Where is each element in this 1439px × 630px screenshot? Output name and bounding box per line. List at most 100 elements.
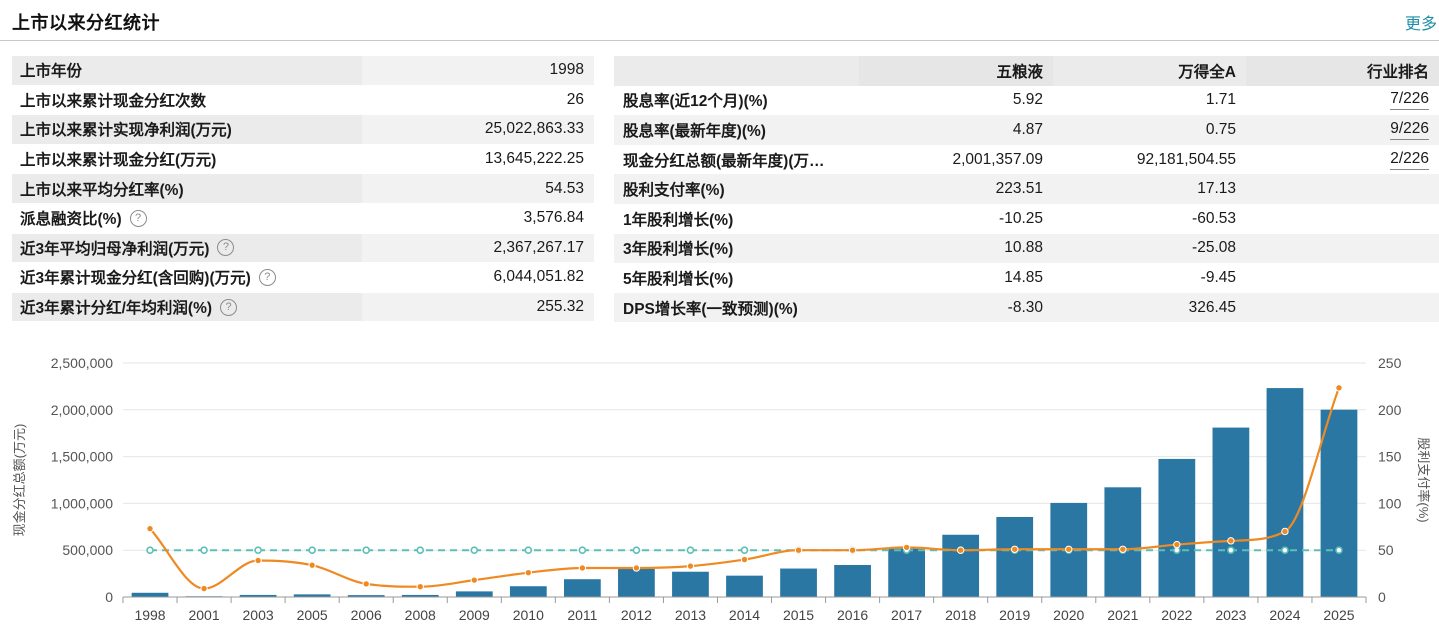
y-tick-label: 500,000 — [62, 542, 113, 558]
metric-value: -60.53 — [1192, 209, 1236, 227]
summary-label-text: 近3年累计现金分红(含回购)(万元) — [20, 270, 251, 288]
metric-label: 3年股利增长(%) — [623, 241, 734, 259]
y-tick-label: 0 — [105, 589, 113, 605]
industry-rank-cell — [1246, 293, 1439, 323]
x-tick-label: 2022 — [1161, 607, 1192, 623]
dividend-comparison-table: 五粮液 万得全A 行业排名 股息率(近12个月)(%) 5.92 1.71 7/226 股息率… — [614, 56, 1439, 323]
metric-value: 1.71 — [1205, 91, 1236, 109]
question-circle-icon[interactable]: ? — [220, 298, 238, 316]
section-header: 上市以来分红统计 更多 — [0, 0, 1439, 41]
comparison-row: 5年股利增长(%) 14.85 -9.45 — [614, 263, 1439, 293]
dividend-bar — [1320, 409, 1358, 597]
summary-row-label: 上市年份 — [12, 56, 362, 85]
y2-tick-label: 50 — [1378, 542, 1394, 558]
dividend-bar — [618, 568, 655, 597]
reference-point — [254, 546, 262, 554]
dividend-bar — [1158, 458, 1196, 597]
metric-value: 223.51 — [995, 180, 1043, 198]
x-tick-label: 2010 — [513, 607, 544, 623]
metric-value: 92,181,504.55 — [1136, 150, 1236, 168]
reference-point — [1227, 546, 1235, 554]
metric-label: 股息率(最新年度)(%) — [623, 122, 766, 140]
summary-row-label: 上市以来平均分红率(%) — [12, 174, 362, 203]
payout-ratio-point — [146, 524, 154, 533]
summary-row: 近3年累计现金分红(含回购)(万元)? 6,044,051.82 — [12, 263, 594, 293]
summary-row-value: 13,645,222.25 — [484, 150, 584, 168]
summary-label-text: 上市以来累计实现净利润(万元) — [20, 122, 232, 140]
more-link[interactable]: 更多 — [1404, 16, 1437, 33]
x-tick-label: 2017 — [891, 607, 922, 623]
industry-rank-link[interactable]: 2/226 — [1390, 150, 1429, 170]
industry-rank-link[interactable]: 9/226 — [1390, 120, 1429, 140]
summary-row: 近3年平均归母净利润(万元)? 2,367,267.17 — [12, 233, 594, 264]
comparison-row: DPS增长率(一致预测)(%) -8.30 326.45 — [614, 292, 1439, 323]
y-tick-label: 2,500,000 — [51, 355, 113, 371]
column-header: 行业排名 — [1246, 56, 1439, 86]
summary-label-text: 上市年份 — [20, 63, 83, 81]
payout-ratio-point — [740, 555, 749, 564]
metric-value: -10.25 — [999, 209, 1043, 227]
comparison-row: 股息率(最新年度)(%) 4.87 0.75 9/226 — [614, 115, 1439, 145]
question-circle-icon[interactable]: ? — [258, 268, 276, 286]
metric-value: -25.08 — [1192, 239, 1236, 257]
summary-row-value: 1998 — [549, 61, 584, 79]
metric-value: 5.92 — [1012, 91, 1043, 109]
summary-row: 上市以来累计实现净利润(万元) 25,022,863.33 — [12, 115, 594, 145]
metric-label: 5年股利增长(%) — [623, 270, 734, 288]
dividend-bar — [239, 594, 277, 597]
reference-point — [416, 546, 425, 554]
industry-rank-cell: 9/226 — [1246, 115, 1439, 145]
summary-label-text: 近3年累计分红/年均利润(%) — [20, 300, 213, 318]
reference-point — [1335, 546, 1343, 554]
dividend-bar — [726, 575, 763, 597]
industry-rank-link[interactable]: 7/226 — [1390, 90, 1429, 111]
metric-value: 17.13 — [1197, 180, 1236, 198]
payout-ratio-point — [308, 561, 316, 569]
reference-point — [740, 546, 749, 554]
metric-value: 4.87 — [1012, 120, 1043, 138]
summary-row-value: 2,367,267.17 — [493, 238, 584, 256]
x-tick-label: 2023 — [1215, 607, 1246, 623]
summary-row-value: 255.32 — [536, 298, 584, 316]
y2-tick-label: 250 — [1378, 355, 1402, 371]
payout-ratio-point — [956, 546, 965, 554]
x-tick-label: 2014 — [729, 607, 760, 623]
dividend-bar — [1104, 487, 1142, 597]
y2-tick-label: 200 — [1378, 402, 1402, 418]
metric-value: 0.75 — [1205, 120, 1236, 138]
industry-rank-cell — [1246, 204, 1439, 234]
summary-row: 上市以来累计现金分红次数 26 — [12, 86, 594, 116]
reference-point — [362, 546, 370, 554]
payout-ratio-point — [254, 556, 262, 565]
y2-tick-label: 100 — [1378, 495, 1402, 511]
reference-point — [308, 546, 316, 554]
industry-rank-cell: 2/226 — [1246, 145, 1439, 175]
y2-tick-label: 150 — [1378, 449, 1402, 465]
dividend-bar — [1266, 388, 1304, 597]
industry-rank-cell: 7/226 — [1246, 86, 1439, 116]
metric-label: 股息率(近12个月)(%) — [623, 93, 768, 111]
dividend-bar — [834, 564, 871, 597]
y2-tick-label: 0 — [1378, 589, 1386, 605]
x-tick-label: 2013 — [675, 607, 706, 623]
payout-ratio-point — [1065, 545, 1073, 553]
question-circle-icon[interactable]: ? — [217, 239, 235, 257]
summary-row-label: 派息融资比(%)? — [12, 207, 362, 229]
industry-rank-cell — [1246, 174, 1439, 204]
x-tick-label: 2006 — [351, 607, 382, 623]
summary-row-value: 6,044,051.82 — [493, 268, 584, 286]
metric-value: 10.88 — [1004, 239, 1043, 257]
comparison-row: 股息率(近12个月)(%) 5.92 1.71 7/226 — [614, 86, 1439, 116]
dividend-bar — [131, 592, 169, 597]
dividend-bar — [888, 548, 926, 597]
y-tick-label: 1,000,000 — [51, 495, 113, 511]
x-tick-label: 2021 — [1107, 607, 1138, 623]
payout-ratio-point — [1173, 540, 1181, 549]
x-tick-label: 2011 — [567, 607, 597, 623]
industry-rank-cell — [1246, 234, 1439, 264]
summary-row: 派息融资比(%)? 3,576.84 — [12, 204, 594, 234]
summary-row: 上市年份 1998 — [12, 56, 594, 86]
section-title: 上市以来分红统计 — [12, 13, 160, 33]
reference-point — [1281, 546, 1289, 554]
question-circle-icon[interactable]: ? — [129, 209, 147, 227]
